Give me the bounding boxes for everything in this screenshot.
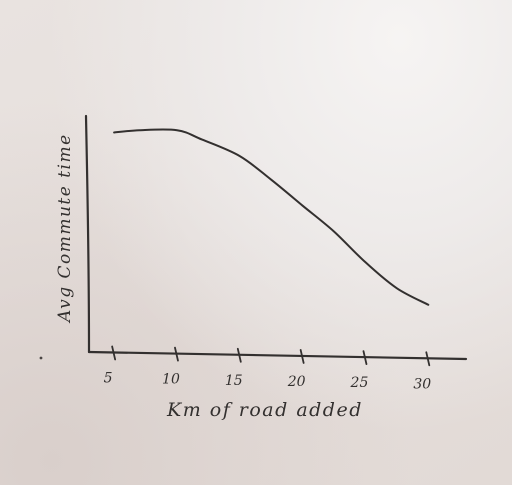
stray-pen-mark [40, 357, 43, 360]
series-line [114, 129, 428, 304]
x-tick-label-1: 10 [162, 372, 180, 388]
y-axis-label: Avg Commute time [55, 133, 75, 324]
x-tick-label-0: 5 [104, 370, 113, 386]
y-axis [86, 116, 89, 352]
x-tick-label-4: 25 [350, 375, 369, 391]
x-axis [89, 352, 466, 359]
x-tick-labels: 5 10 15 20 25 30 [104, 370, 432, 392]
x-tick-label-3: 20 [287, 374, 306, 390]
x-axis-label: Km of road added [166, 399, 363, 421]
x-tick-label-2: 15 [225, 373, 243, 389]
x-tick-label-5: 30 [413, 376, 431, 392]
